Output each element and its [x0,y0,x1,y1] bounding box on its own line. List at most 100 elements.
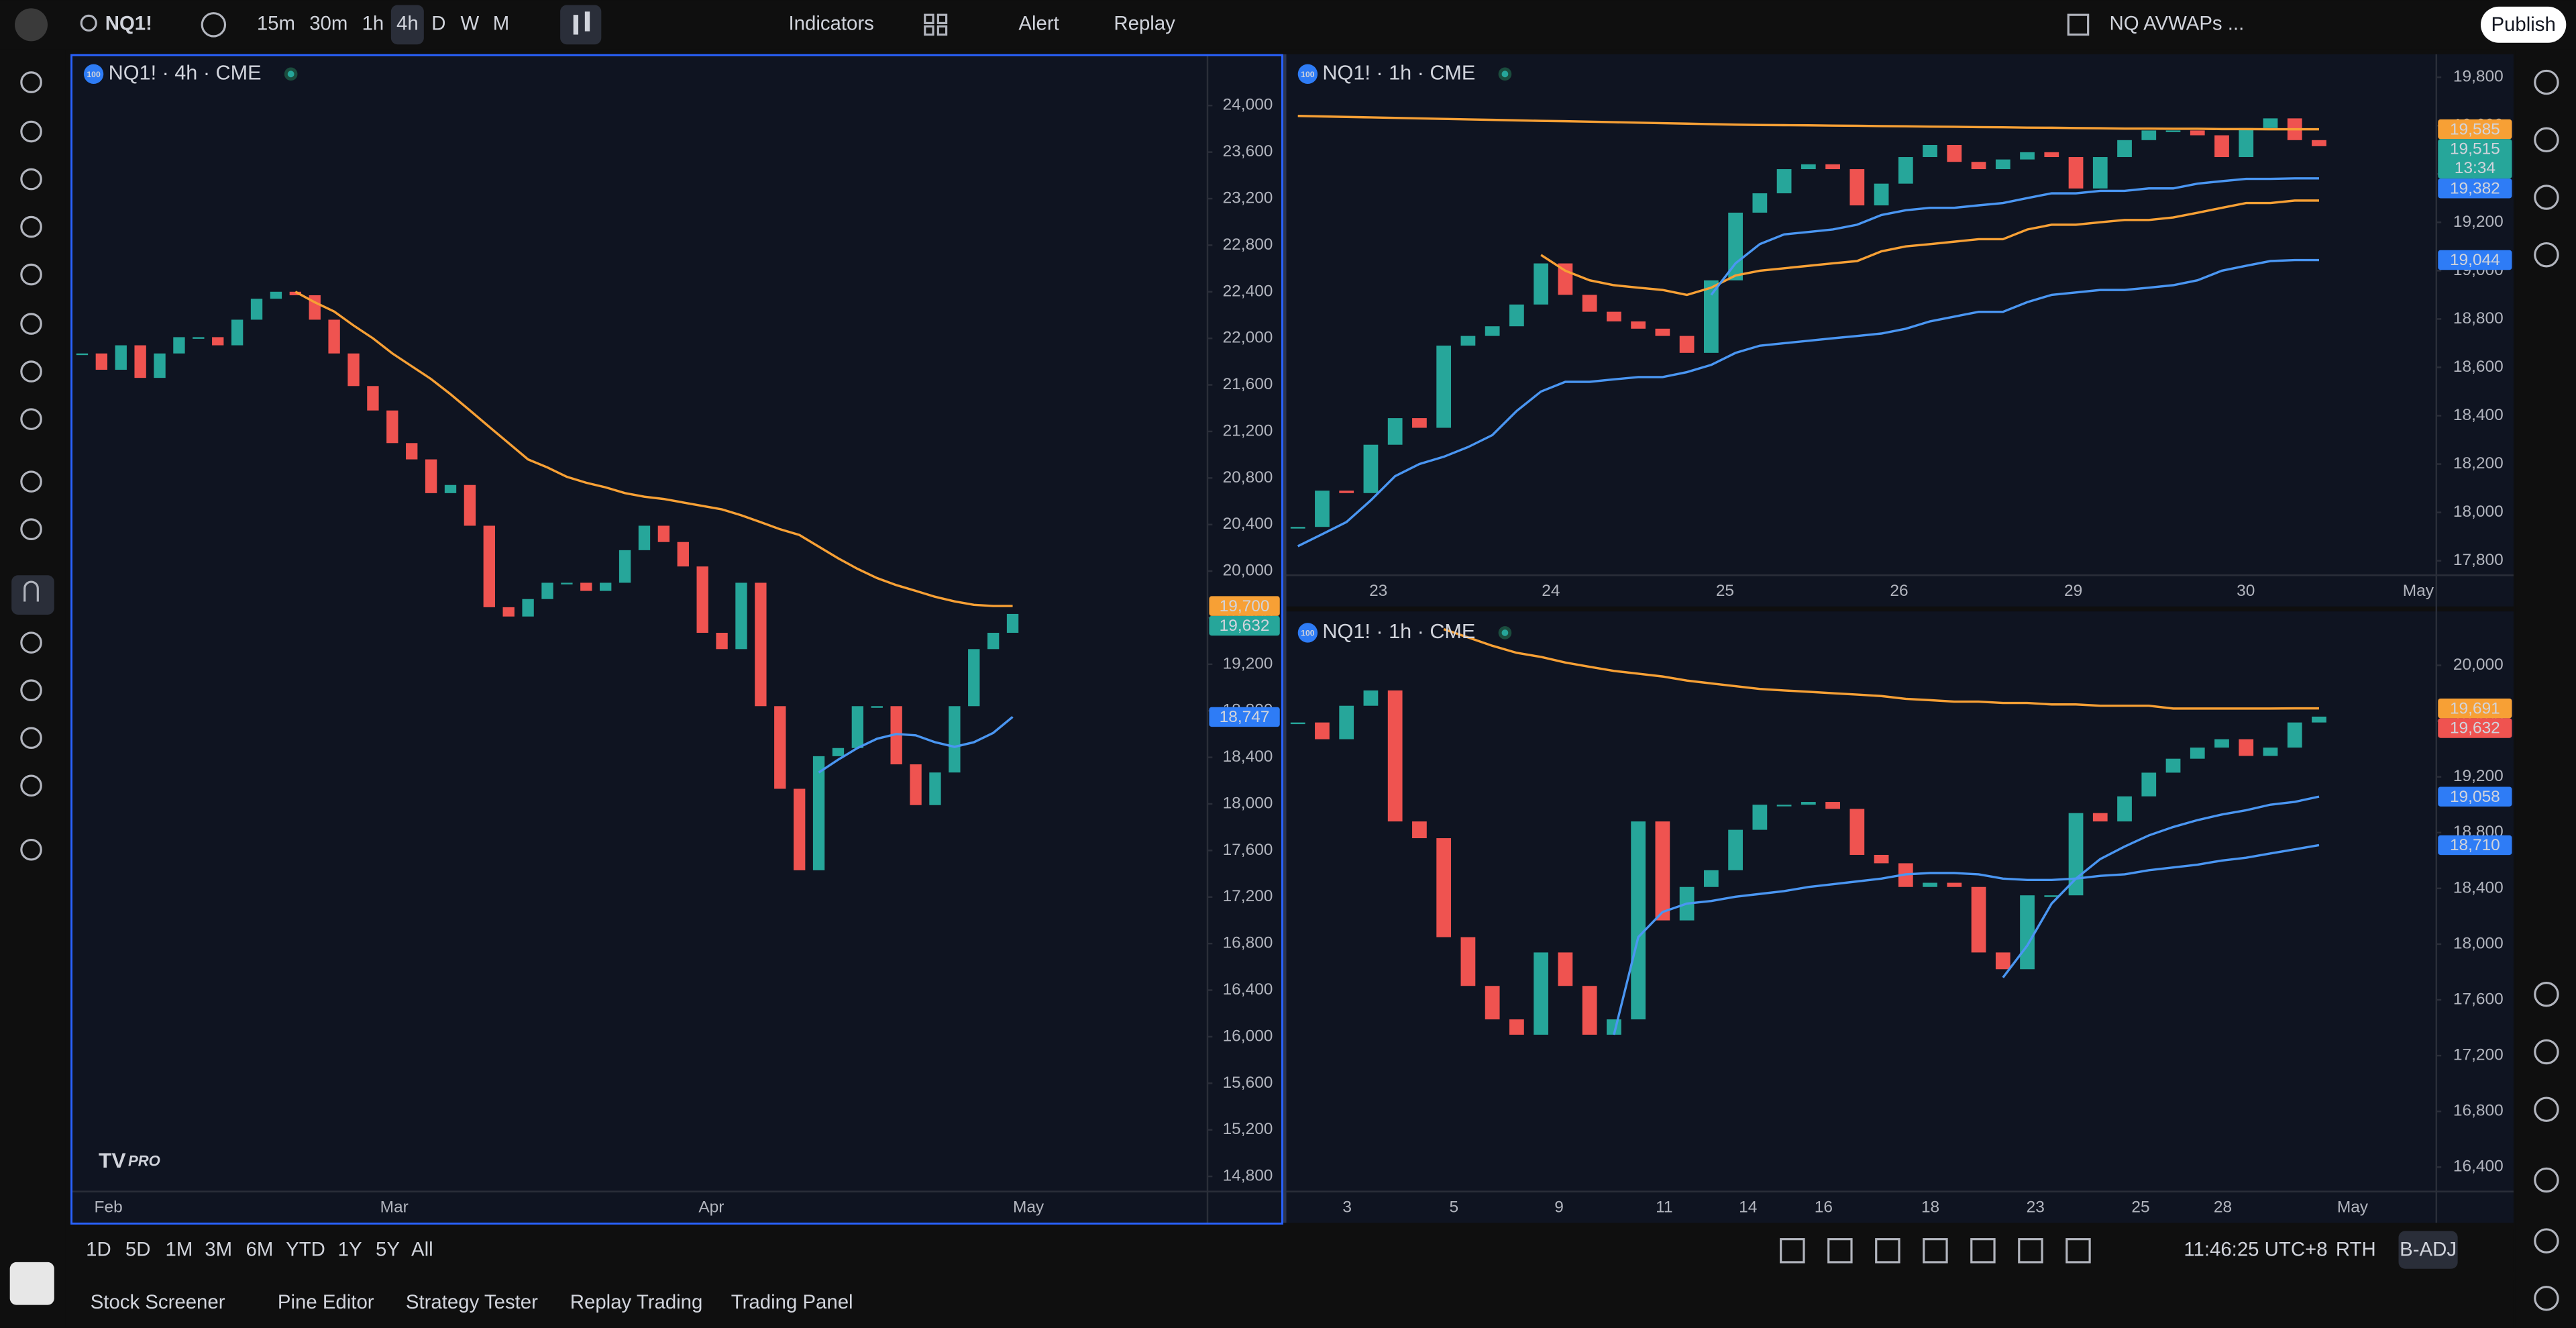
pane-title[interactable]: NQ1! · 1h · CME [1322,620,1475,643]
chart-type-bg[interactable] [560,5,602,45]
tool-icon[interactable] [20,838,42,861]
adjustment-bg[interactable] [2398,1231,2458,1269]
side-icon[interactable] [2534,1096,2559,1122]
panel-tab[interactable]: Trading Panel [731,1291,853,1313]
side-icon[interactable] [2534,69,2559,95]
tool-icon[interactable] [23,580,39,602]
x-tick-label: 30 [2237,582,2255,600]
compare-icon[interactable] [201,12,227,38]
side-icon[interactable] [2534,127,2559,153]
candle [696,566,708,633]
tool-icon[interactable] [20,168,42,191]
interval[interactable]: 15m [257,13,295,35]
favorites[interactable] [9,1262,54,1305]
range-button[interactable]: YTD [286,1239,325,1261]
tool-icon[interactable] [20,774,42,797]
range-button[interactable]: 6M [246,1239,274,1261]
range-button[interactable]: 5Y [376,1239,400,1261]
candle [1801,164,1816,170]
range-button[interactable]: 5D [125,1239,151,1261]
interval[interactable]: M [493,13,509,35]
range-button[interactable]: 1M [166,1239,193,1261]
candle [193,337,205,339]
interval[interactable]: W [461,13,480,35]
tool-icon[interactable] [20,408,42,430]
publish-button[interactable] [2480,6,2567,43]
draw-icon[interactable] [1780,1238,1805,1264]
tool-icon[interactable] [20,263,42,286]
pane-title[interactable]: NQ1! · 4h · CME [109,61,262,84]
avwap-line [294,291,1013,607]
plot [1290,115,2326,548]
divider[interactable] [1283,54,1287,1223]
tool-icon[interactable] [20,679,42,701]
tool-icon[interactable] [20,71,42,93]
templates-icon[interactable] [924,13,934,24]
x-tick-label: 23 [2027,1198,2045,1217]
session[interactable]: RTH [2336,1239,2376,1261]
candle [2141,130,2157,140]
candle [2092,813,2108,822]
tool-icon[interactable] [20,518,42,540]
range-button[interactable]: 1Y [338,1239,362,1261]
y-tick-label: 16,400 [1223,980,1273,999]
templates-icon[interactable] [936,13,948,24]
candle [1485,986,1500,1020]
draw-icon[interactable] [1923,1238,1948,1264]
side-icon[interactable] [2534,1286,2559,1311]
candle [871,706,883,708]
candle [2190,130,2205,136]
interval[interactable]: 1h [362,13,384,35]
side-icon[interactable] [2534,1228,2559,1254]
side-icon[interactable] [2534,1167,2559,1193]
layout-icon[interactable] [2067,13,2090,36]
tool-icon[interactable] [20,120,42,143]
draw-icon[interactable] [2018,1238,2043,1264]
interval[interactable]: 4h [396,13,419,35]
replay-button[interactable]: Replay [1114,13,1175,35]
alert-button[interactable]: Alert [1018,13,1059,35]
side-icon[interactable] [2534,185,2559,210]
symbol[interactable]: NQ1! [105,13,152,35]
side-icon[interactable] [2534,242,2559,268]
side-icon[interactable] [2534,1039,2559,1065]
x-tick-label: 28 [2214,1198,2232,1217]
panel-tab[interactable]: Pine Editor [278,1291,374,1313]
tool-icon[interactable] [20,470,42,493]
pane-title[interactable]: NQ1! · 1h · CME [1322,61,1475,84]
tool-icon[interactable] [20,360,42,382]
avatar[interactable] [15,8,48,42]
range-button[interactable]: All [411,1239,433,1261]
interval[interactable]: 30m [309,13,347,35]
pane-bg [1286,611,2514,1223]
magnet-active[interactable] [11,575,54,615]
tool-icon[interactable] [20,727,42,749]
candle [2020,152,2035,160]
interval[interactable]: D [431,13,445,35]
publish-label[interactable]: Publish [2491,13,2555,36]
y-tick-label: 18,000 [2453,934,2504,952]
tool-icon[interactable] [20,313,42,335]
tool-icon[interactable] [20,631,42,654]
panel-tab[interactable]: Replay Trading [570,1291,703,1313]
templates-icon[interactable] [924,25,934,36]
layout-name[interactable]: NQ AVWAPs ... [2109,13,2244,35]
avwap-line [818,716,1014,774]
indicators-button[interactable]: Indicators [789,13,874,35]
range-button[interactable]: 1D [86,1239,111,1261]
panel-tab[interactable]: Stock Screener [91,1291,225,1313]
draw-icon[interactable] [2065,1238,2091,1264]
panel-tab[interactable]: Strategy Tester [406,1291,538,1313]
draw-icon[interactable] [1827,1238,1853,1264]
side-icon[interactable] [2534,982,2559,1007]
candle [1971,162,1986,170]
adjustment[interactable]: B-ADJ [2400,1239,2457,1261]
range-button[interactable]: 3M [205,1239,232,1261]
draw-icon[interactable] [1875,1238,1900,1264]
search-icon[interactable] [80,14,97,32]
candle [2117,796,2132,822]
templates-icon[interactable] [936,25,948,36]
draw-icon[interactable] [1970,1238,1996,1264]
y-tick-label: 20,400 [1223,515,1273,533]
tool-icon[interactable] [20,215,42,238]
